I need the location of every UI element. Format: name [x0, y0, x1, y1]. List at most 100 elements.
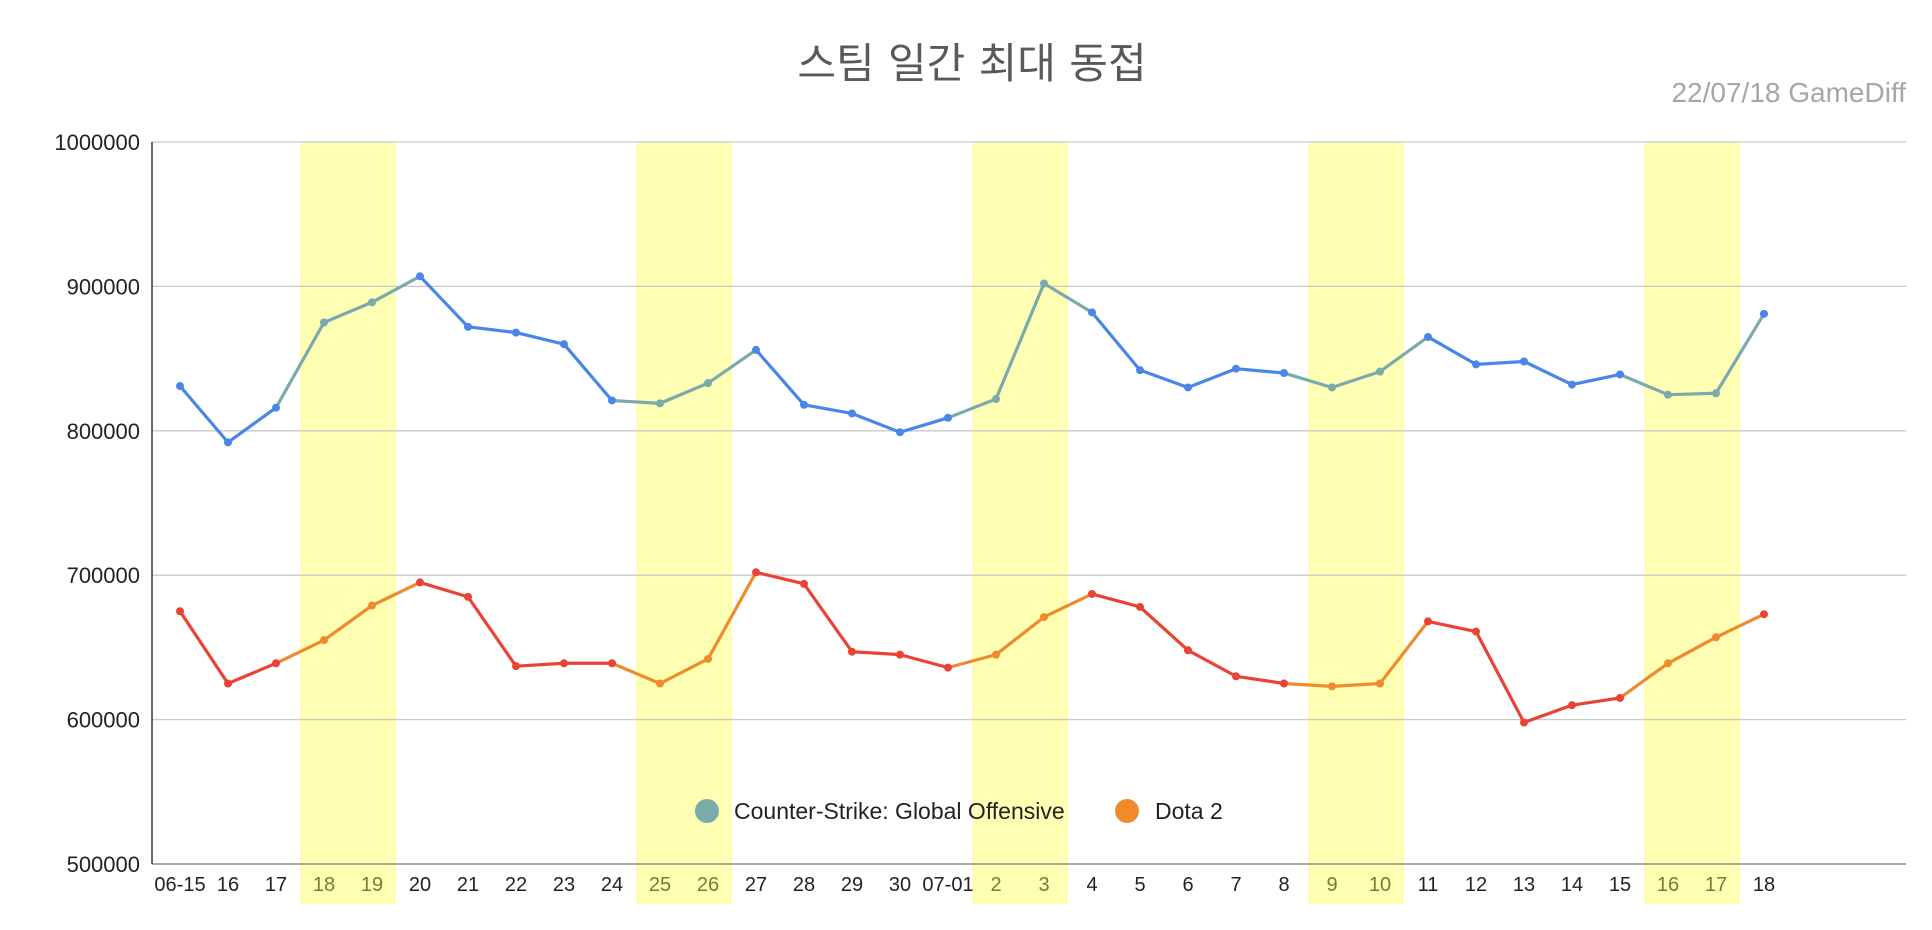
x-tick-label: 17	[265, 874, 287, 896]
series-segment	[1570, 696, 1622, 707]
data-point	[848, 647, 856, 656]
data-point	[992, 395, 1000, 404]
data-point	[752, 345, 760, 354]
series-lines	[178, 274, 1766, 725]
series-segment	[754, 570, 806, 586]
x-tick-label: 26	[697, 874, 719, 896]
series-segment	[1042, 281, 1094, 314]
series-segment	[706, 570, 758, 661]
weekend-band	[1644, 142, 1740, 904]
data-point	[1568, 380, 1576, 389]
data-point	[944, 413, 952, 422]
series-segment	[1330, 369, 1382, 390]
data-point	[1424, 617, 1432, 626]
chart-subtitle: 22/07/18 GameDiff	[1671, 77, 1906, 108]
series-segment	[1618, 372, 1670, 397]
x-tick-label: 15	[1609, 874, 1631, 896]
x-tick-label: 4	[1086, 874, 1097, 896]
series-segment	[610, 398, 662, 405]
data-point	[752, 568, 760, 577]
data-point	[1376, 367, 1384, 376]
series-segment	[946, 397, 998, 420]
x-tick-label: 6	[1182, 874, 1193, 896]
data-point	[704, 379, 712, 388]
series-segment	[1186, 367, 1238, 390]
x-tick-label: 5	[1134, 874, 1145, 896]
series-segment	[1666, 635, 1718, 665]
x-tick-label: 12	[1465, 874, 1487, 896]
x-tick-label: 25	[649, 874, 671, 896]
y-tick-label: 700000	[67, 563, 140, 588]
x-tick-label: 06-15	[154, 874, 205, 896]
weekend-band	[972, 142, 1068, 904]
series-segment	[562, 342, 614, 403]
series-segment	[658, 381, 710, 405]
series-segment	[1234, 674, 1286, 686]
y-tick-label: 500000	[67, 852, 140, 877]
data-point	[560, 340, 568, 349]
data-point	[1280, 679, 1288, 688]
data-point	[1664, 390, 1672, 399]
series-segment	[1330, 681, 1382, 688]
data-point	[1040, 613, 1048, 622]
series-segment	[1474, 629, 1526, 725]
series-segment	[850, 411, 902, 434]
data-point	[1328, 682, 1336, 691]
x-tick-label: 16	[217, 874, 239, 896]
x-tick-label: 3	[1038, 874, 1049, 896]
data-point	[1136, 602, 1144, 611]
series-segment	[898, 653, 950, 670]
x-tick-label: 13	[1513, 874, 1535, 896]
data-point	[176, 607, 184, 616]
data-point	[1472, 360, 1480, 369]
data-point	[1712, 389, 1720, 398]
x-tick-label: 11	[1418, 874, 1439, 896]
y-tick-label: 1000000	[54, 130, 140, 155]
data-point	[512, 662, 520, 671]
legend-label-csgo: Counter-Strike: Global Offensive	[734, 798, 1065, 824]
data-point	[1376, 679, 1384, 688]
series-segment	[514, 331, 566, 346]
x-axis-ticks: 06-15 16 17 18 19 20 21 22 23 24 25 26 27 28 29 30 07-01…	[154, 874, 1775, 896]
series-segment	[658, 657, 710, 686]
x-tick-label: 2	[990, 874, 1001, 896]
series-segment	[1522, 703, 1574, 725]
data-point	[608, 659, 616, 668]
weekend-band	[1308, 142, 1404, 904]
data-point	[848, 409, 856, 418]
data-point	[224, 438, 232, 447]
series-segment	[1090, 592, 1142, 609]
y-tick-label: 600000	[67, 708, 140, 733]
x-tick-label: 17	[1705, 874, 1727, 896]
series-segment	[466, 595, 518, 668]
series-segment	[1714, 312, 1766, 395]
data-point	[1760, 309, 1768, 318]
data-point	[800, 400, 808, 409]
data-point	[1760, 610, 1768, 619]
data-point	[320, 318, 328, 327]
x-tick-label: 18	[1753, 874, 1775, 896]
series-segment	[1282, 371, 1334, 390]
series-segment	[1522, 359, 1574, 387]
data-point	[1280, 369, 1288, 378]
data-point	[896, 428, 904, 437]
data-point	[1712, 633, 1720, 642]
data-point	[800, 579, 808, 588]
x-tick-label: 07-01	[922, 874, 973, 896]
chart-title: 스팀 일간 최대 동접	[797, 39, 1146, 88]
series-segment	[1474, 359, 1526, 366]
data-point	[464, 592, 472, 601]
data-point	[512, 328, 520, 337]
series-segment	[994, 281, 1046, 401]
series-segment	[322, 300, 374, 325]
x-tick-label: 21	[457, 874, 479, 896]
series-segment	[178, 609, 230, 686]
x-tick-label: 18	[313, 874, 335, 896]
data-point	[1424, 332, 1432, 341]
series-segment	[370, 580, 422, 608]
x-tick-label: 27	[745, 874, 767, 896]
weekend-band	[300, 142, 396, 904]
series-segment	[1234, 367, 1286, 375]
series-segment	[514, 661, 566, 668]
series-segment	[898, 416, 950, 434]
